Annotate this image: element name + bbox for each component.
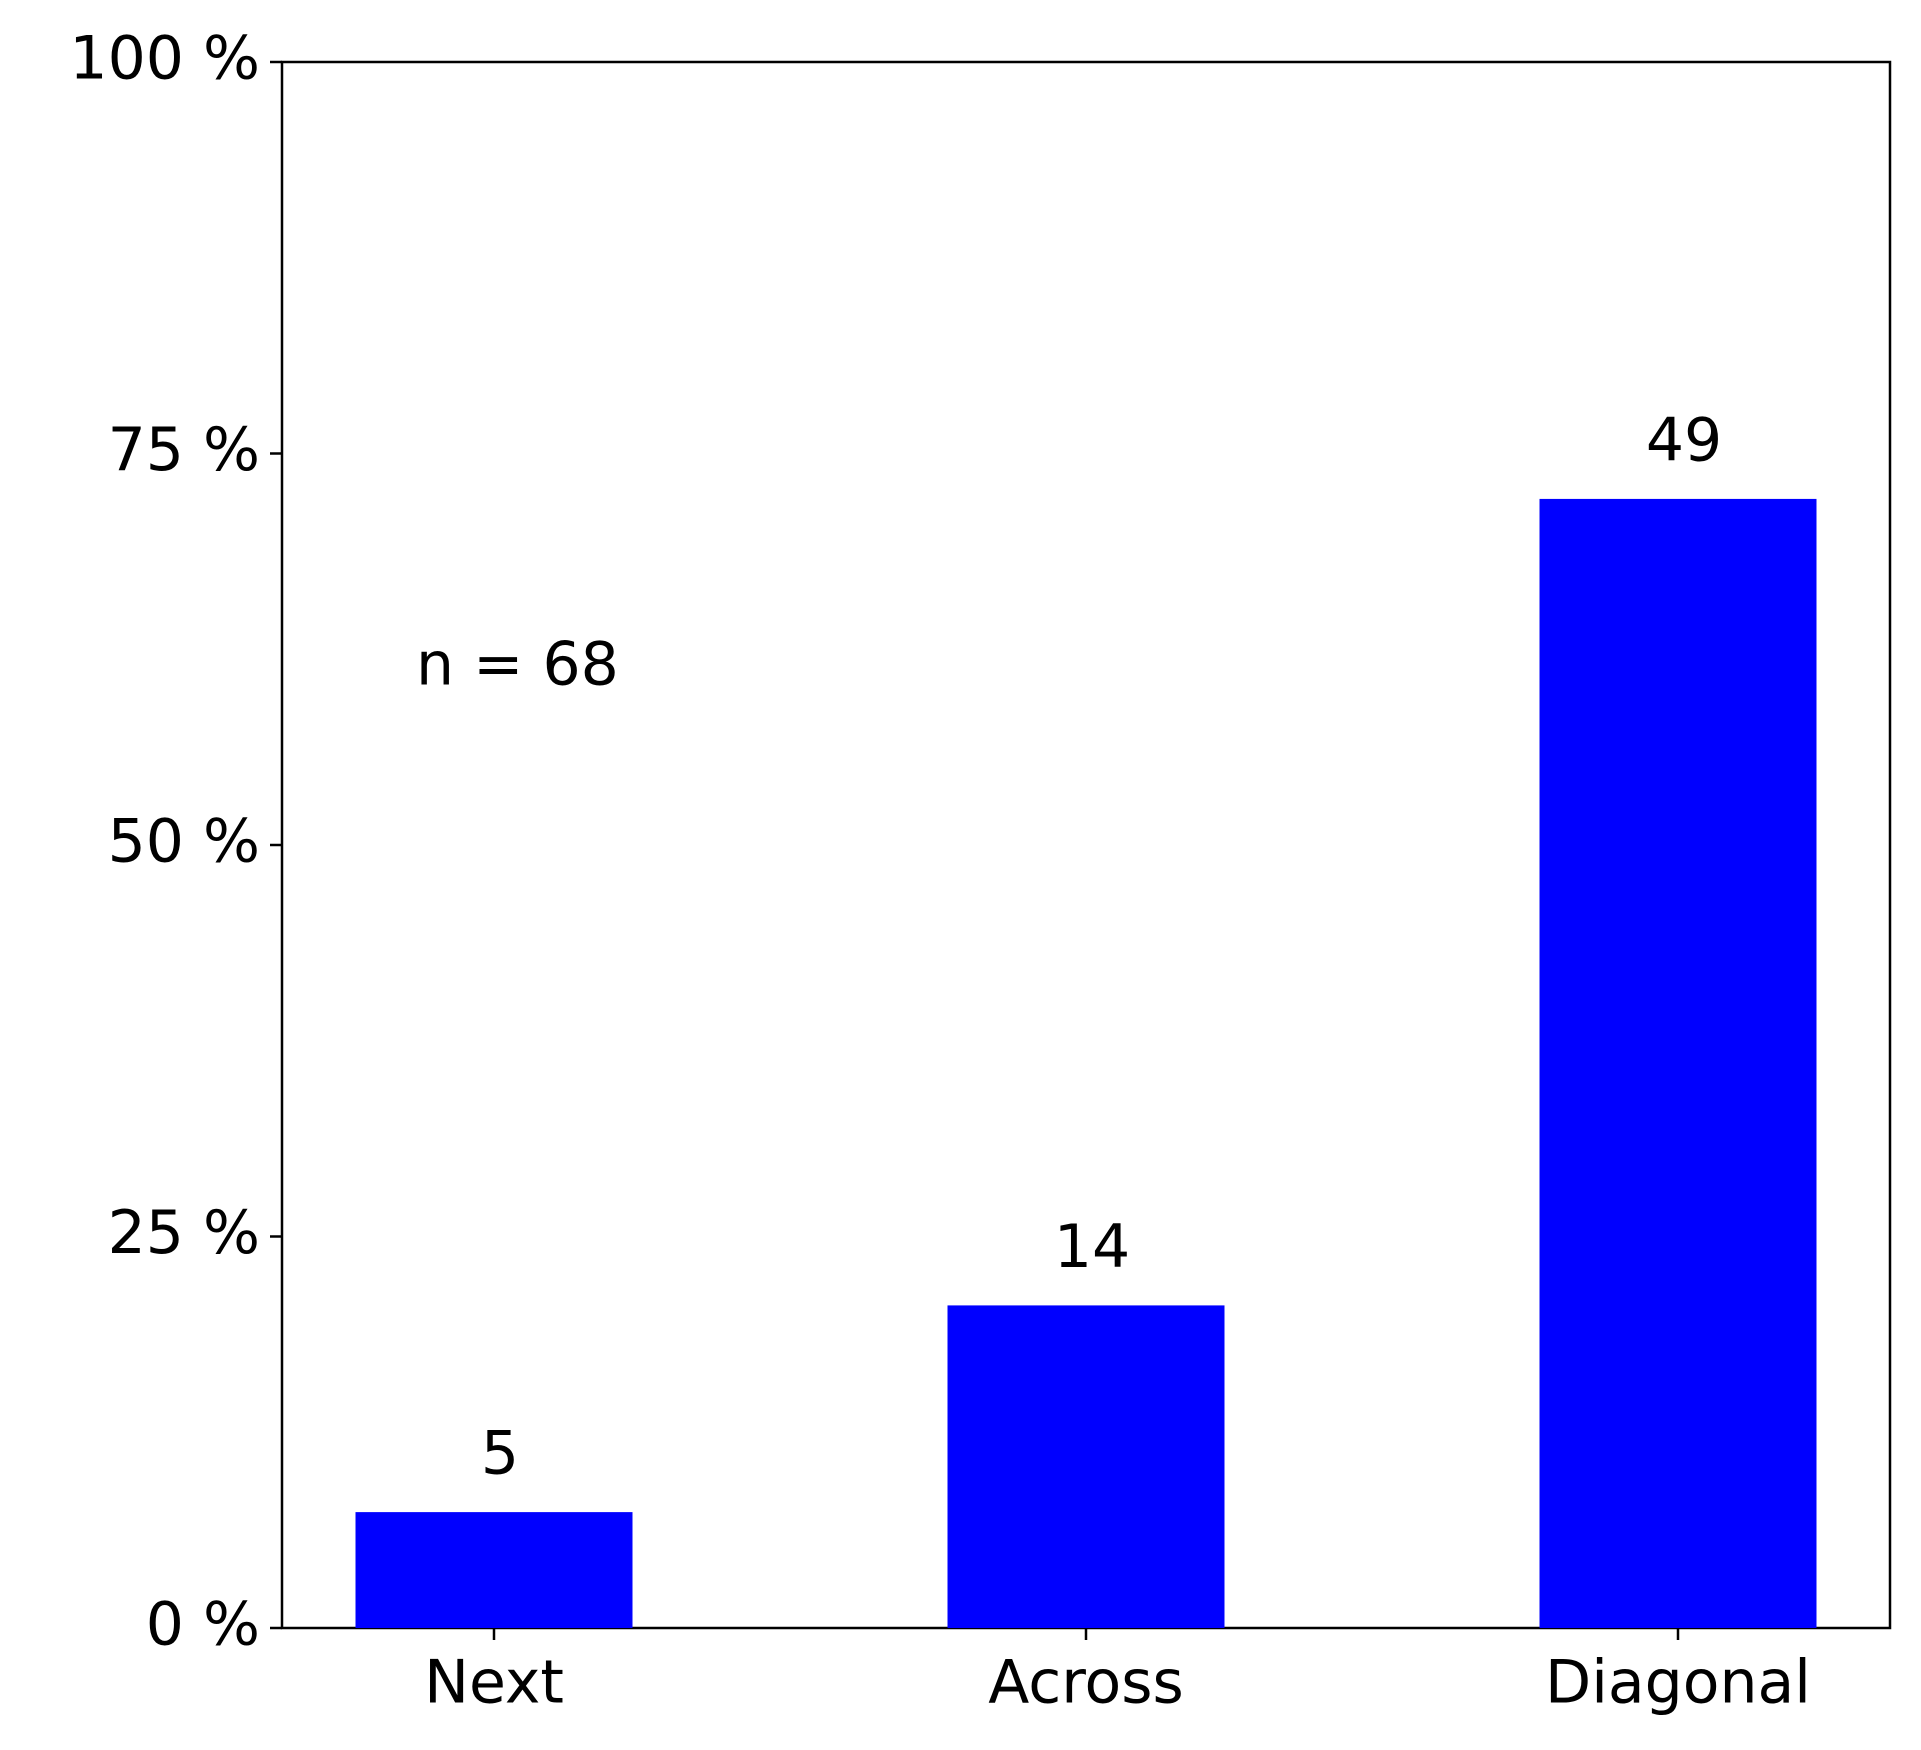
x-tick-label: Across [988,1648,1184,1718]
y-tick-label: 100 % [69,24,260,94]
count-label: 14 [1054,1212,1130,1282]
annotation: n = 68 [416,630,619,700]
y-tick-label: 25 % [108,1198,260,1268]
bar [947,1305,1225,1628]
bar [1539,498,1817,1628]
x-tick-label: Diagonal [1545,1648,1811,1718]
count-label: 5 [481,1419,519,1489]
y-tick-label: 75 % [108,415,260,485]
x-tick-label: Next [424,1648,564,1718]
count-label: 49 [1646,406,1722,476]
y-tick-label: 0 % [146,1590,260,1660]
y-tick-label: 50 % [108,807,260,877]
bar [355,1512,633,1628]
